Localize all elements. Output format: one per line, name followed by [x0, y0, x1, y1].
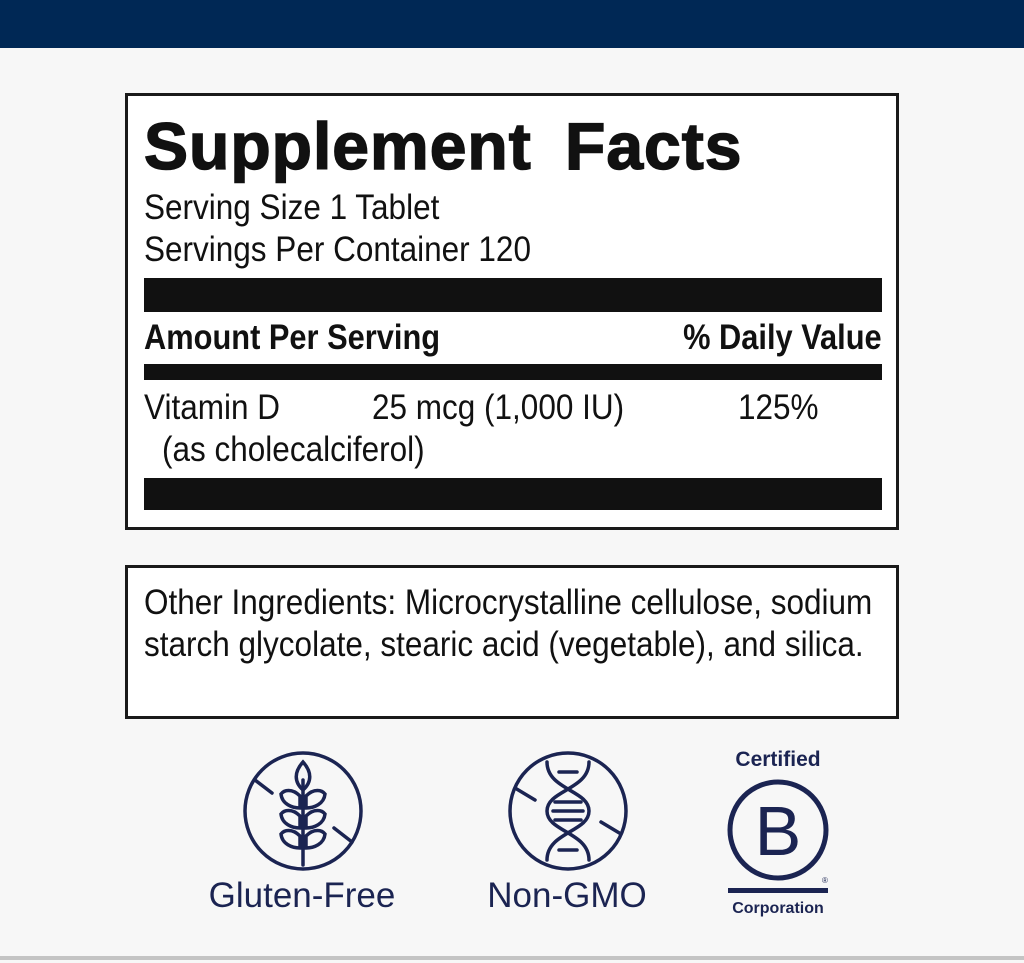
non-gmo-label: Non-GMO	[487, 876, 647, 915]
nutrient-dv: 125%	[738, 388, 819, 427]
medium-divider	[144, 364, 882, 380]
certified-text: Certified	[735, 748, 821, 771]
nutrient-amount: 25 mcg (1,000 IU)	[372, 388, 625, 427]
nutrient-source: (as cholecalciferol)	[162, 430, 425, 469]
registered-mark: ®	[822, 876, 828, 885]
serving-size: Serving Size 1 Tablet	[144, 188, 440, 227]
b-circle-icon: B	[727, 779, 829, 881]
top-bar	[0, 0, 1024, 48]
bottom-divider	[0, 956, 1024, 960]
thick-divider	[144, 278, 882, 312]
other-ingredients-panel: Other Ingredients: Microcrystalline cell…	[125, 565, 899, 719]
non-gmo-dna-icon	[508, 751, 628, 871]
gluten-free-label: Gluten-Free	[208, 876, 396, 915]
b-corp-logo: Certified B ® Corporation	[722, 748, 834, 924]
supplement-facts-panel: Supplement Facts Serving Size 1 Tablet S…	[125, 93, 899, 530]
b-corp-rule	[728, 888, 828, 893]
corporation-text: Corporation	[732, 900, 824, 917]
facts-title: Supplement Facts	[143, 108, 743, 184]
servings-per-container: Servings Per Container 120	[144, 230, 531, 269]
other-ingredients-text: Other Ingredients: Microcrystalline cell…	[144, 583, 873, 664]
thick-divider-bottom	[144, 478, 882, 510]
daily-value-header: % Daily Value	[683, 318, 882, 357]
amount-per-serving-header: Amount Per Serving	[144, 318, 441, 357]
svg-text:B: B	[755, 792, 802, 870]
nutrient-name: Vitamin D	[144, 388, 280, 427]
gluten-free-wheat-icon	[243, 751, 363, 871]
